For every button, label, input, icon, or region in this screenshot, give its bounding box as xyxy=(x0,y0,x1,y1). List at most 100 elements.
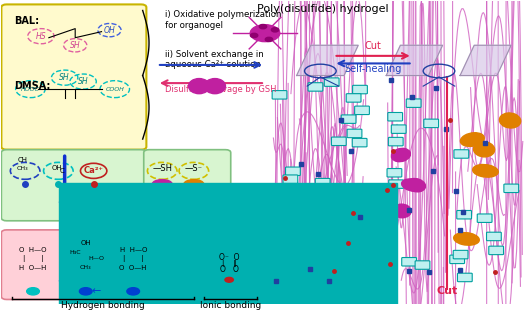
Ellipse shape xyxy=(454,232,479,245)
Text: BAL:: BAL: xyxy=(14,16,40,26)
FancyBboxPatch shape xyxy=(457,211,472,219)
FancyBboxPatch shape xyxy=(402,257,417,266)
Text: OH: OH xyxy=(103,26,116,35)
Text: SH: SH xyxy=(59,73,70,82)
Ellipse shape xyxy=(473,164,498,177)
Text: OH: OH xyxy=(51,165,62,171)
Ellipse shape xyxy=(205,79,225,94)
Ellipse shape xyxy=(184,180,204,189)
Circle shape xyxy=(259,24,267,29)
Circle shape xyxy=(225,277,233,282)
Text: OH: OH xyxy=(81,241,91,246)
FancyBboxPatch shape xyxy=(144,150,231,221)
Text: Cut: Cut xyxy=(365,41,382,51)
Text: ii) Solvent exchange in
aqueous Ca²⁺ solution: ii) Solvent exchange in aqueous Ca²⁺ sol… xyxy=(165,50,263,69)
Text: SH: SH xyxy=(70,41,81,50)
FancyBboxPatch shape xyxy=(487,232,501,241)
FancyBboxPatch shape xyxy=(321,262,335,270)
Text: Ionic bonding: Ionic bonding xyxy=(200,301,261,310)
Text: CH₃: CH₃ xyxy=(16,166,28,171)
Circle shape xyxy=(250,25,280,41)
Text: Hydrogen bonding: Hydrogen bonding xyxy=(61,301,145,310)
Text: COOH: COOH xyxy=(105,87,124,92)
Text: |       |: | | xyxy=(123,255,144,262)
Text: —SH: —SH xyxy=(152,164,172,173)
Ellipse shape xyxy=(407,178,426,192)
FancyBboxPatch shape xyxy=(2,150,146,221)
FancyBboxPatch shape xyxy=(345,217,359,225)
Text: H  H—O: H H—O xyxy=(119,246,147,252)
FancyBboxPatch shape xyxy=(341,115,356,123)
Circle shape xyxy=(250,33,258,37)
Text: i) Oxidative polymerization
for organogel: i) Oxidative polymerization for organoge… xyxy=(165,11,281,30)
FancyBboxPatch shape xyxy=(350,205,365,214)
Circle shape xyxy=(80,288,92,295)
FancyBboxPatch shape xyxy=(388,180,403,188)
FancyBboxPatch shape xyxy=(352,85,367,94)
Text: —S⁻: —S⁻ xyxy=(185,164,203,173)
FancyBboxPatch shape xyxy=(391,125,406,134)
Text: Disulfide cleavage by GSH: Disulfide cleavage by GSH xyxy=(165,85,276,94)
Text: C: C xyxy=(60,168,64,174)
Polygon shape xyxy=(386,45,443,76)
FancyBboxPatch shape xyxy=(286,167,301,176)
Circle shape xyxy=(271,28,279,32)
Ellipse shape xyxy=(499,113,520,128)
FancyBboxPatch shape xyxy=(457,273,472,282)
Ellipse shape xyxy=(473,142,494,157)
FancyBboxPatch shape xyxy=(324,78,339,86)
Text: O⁻  O: O⁻ O xyxy=(219,253,240,261)
FancyBboxPatch shape xyxy=(454,150,469,158)
Polygon shape xyxy=(297,45,358,76)
FancyBboxPatch shape xyxy=(387,168,402,177)
Text: ←: ← xyxy=(92,286,101,296)
Text: HS: HS xyxy=(36,32,46,41)
FancyBboxPatch shape xyxy=(407,99,421,107)
FancyBboxPatch shape xyxy=(308,83,323,91)
FancyBboxPatch shape xyxy=(2,230,199,300)
FancyBboxPatch shape xyxy=(489,246,504,255)
FancyBboxPatch shape xyxy=(388,113,403,121)
Text: HOOC: HOOC xyxy=(21,87,40,92)
Ellipse shape xyxy=(461,133,484,146)
Text: CH: CH xyxy=(17,157,28,163)
Ellipse shape xyxy=(393,204,411,218)
FancyBboxPatch shape xyxy=(272,90,287,99)
FancyBboxPatch shape xyxy=(415,261,430,269)
Ellipse shape xyxy=(402,179,423,191)
Text: Ca²⁺: Ca²⁺ xyxy=(84,166,103,175)
Text: O   O: O O xyxy=(220,265,238,274)
Text: CH₃: CH₃ xyxy=(80,265,92,270)
Circle shape xyxy=(127,288,139,295)
FancyBboxPatch shape xyxy=(296,202,311,211)
FancyBboxPatch shape xyxy=(355,106,369,115)
FancyBboxPatch shape xyxy=(2,4,146,150)
FancyBboxPatch shape xyxy=(302,221,317,230)
FancyBboxPatch shape xyxy=(453,250,468,259)
FancyBboxPatch shape xyxy=(477,214,492,222)
Ellipse shape xyxy=(189,79,210,94)
FancyBboxPatch shape xyxy=(388,137,403,146)
FancyBboxPatch shape xyxy=(352,139,367,147)
FancyBboxPatch shape xyxy=(346,94,361,102)
FancyBboxPatch shape xyxy=(59,183,397,312)
Text: Poly(disulfide) hydrogel: Poly(disulfide) hydrogel xyxy=(257,4,389,14)
FancyBboxPatch shape xyxy=(194,230,265,300)
Text: |       |: | | xyxy=(23,255,43,262)
FancyBboxPatch shape xyxy=(331,137,346,145)
Text: DMSA:: DMSA: xyxy=(14,81,51,91)
Circle shape xyxy=(26,288,39,295)
FancyBboxPatch shape xyxy=(424,119,438,128)
FancyBboxPatch shape xyxy=(283,175,298,183)
Text: H₃C: H₃C xyxy=(69,250,81,255)
Text: H  O—H: H O—H xyxy=(19,265,47,271)
Text: Cut: Cut xyxy=(436,286,457,296)
FancyBboxPatch shape xyxy=(315,178,330,187)
Text: O  O—H: O O—H xyxy=(119,265,147,271)
FancyBboxPatch shape xyxy=(450,255,464,264)
Ellipse shape xyxy=(391,148,410,162)
Text: SH: SH xyxy=(78,77,89,86)
Text: Self-healing: Self-healing xyxy=(344,64,402,74)
Text: |    ‖: | ‖ xyxy=(222,260,236,267)
FancyBboxPatch shape xyxy=(504,184,519,193)
